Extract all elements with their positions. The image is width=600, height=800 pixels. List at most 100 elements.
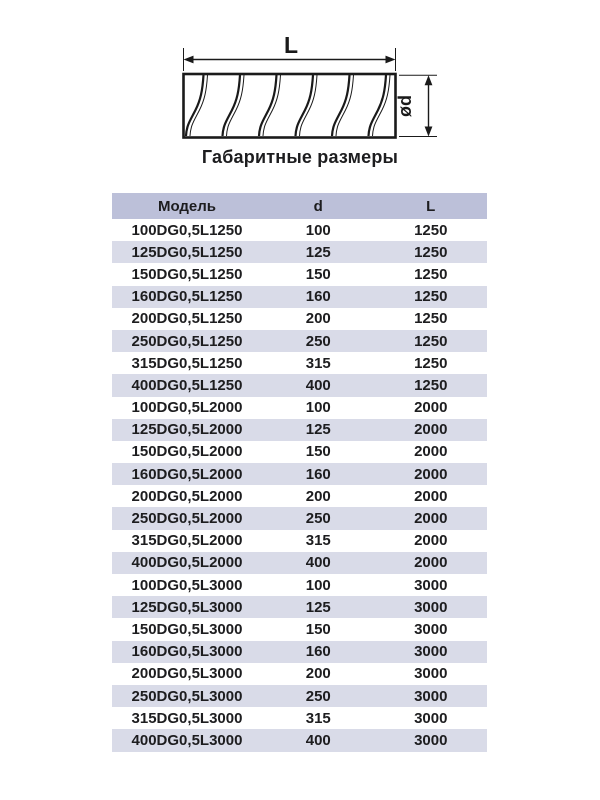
diameter-dimension-line [424, 75, 433, 137]
model-cell: 400DG0,5L1250 [112, 374, 262, 397]
d-cell: 200 [305, 665, 331, 683]
model-cell: 160DG0,5L3000 [112, 640, 262, 663]
duct-spiral-seams [184, 74, 391, 137]
table-row: 400DG0,5L3000 400 3000 [112, 729, 487, 752]
d-cell: 250 [262, 507, 375, 530]
table-row: 400DG0,5L2000 400 2000 [112, 551, 487, 574]
model-cell: 150DG0,5L3000 [131, 620, 243, 638]
arrow-down-icon [424, 126, 433, 137]
model-cell: 315DG0,5L3000 [131, 709, 243, 727]
table-header: Модель d L [112, 193, 487, 219]
table-row: 100DG0,5L3000 100 3000 [112, 574, 487, 596]
model-cell: 200DG0,5L3000 [131, 665, 243, 683]
d-cell: 160 [262, 285, 375, 308]
column-header-d: d [262, 193, 375, 219]
duct-body [182, 72, 397, 139]
length-dimension-label: L [284, 32, 298, 58]
l-cell: 1250 [374, 241, 487, 264]
l-cell: 2000 [414, 399, 448, 417]
model-cell: 160DG0,5L1250 [112, 285, 262, 308]
d-cell: 150 [305, 265, 331, 283]
model-cell: 250DG0,5L2000 [112, 507, 262, 530]
table-row: 100DG0,5L2000 100 2000 [112, 397, 487, 419]
dimensions-table: Модель d L 100DG0,5L1250 100 1250 125DG0,5L… [112, 193, 487, 752]
model-cell: 400DG0,5L2000 [112, 551, 262, 574]
arrow-left-icon [183, 55, 194, 64]
duct-drawing: L [182, 32, 437, 139]
l-cell: 1250 [414, 265, 448, 283]
l-cell: 3000 [414, 665, 448, 683]
l-cell: 1250 [414, 221, 448, 239]
l-cell: 1250 [374, 329, 487, 353]
table-row: 200DG0,5L1250 200 1250 [112, 308, 487, 330]
l-cell: 2000 [374, 507, 487, 530]
d-cell: 125 [262, 241, 375, 264]
model-cell: 125DG0,5L3000 [112, 596, 262, 619]
diameter-dimension-label: ød [395, 95, 415, 117]
model-cell: 315DG0,5L1250 [131, 354, 243, 372]
l-cell: 1250 [374, 285, 487, 308]
d-cell: 100 [305, 221, 331, 239]
table-row: 100DG0,5L1250 100 1250 [112, 219, 487, 241]
table-row: 150DG0,5L2000 150 2000 [112, 441, 487, 463]
table-row: 125DG0,5L3000 125 3000 [112, 596, 487, 619]
table-row: 315DG0,5L2000 315 2000 [112, 530, 487, 552]
model-cell: 100DG0,5L1250 [131, 221, 243, 239]
table-row: 150DG0,5L3000 150 3000 [112, 618, 487, 640]
d-cell: 250 [262, 329, 375, 353]
arrow-right-icon [385, 55, 396, 64]
d-cell: 400 [262, 374, 375, 397]
table-row: 250DG0,5L3000 250 3000 [112, 684, 487, 708]
l-cell: 2000 [374, 551, 487, 574]
table-body: 100DG0,5L1250 100 1250 125DG0,5L1250 125 1250… [112, 219, 487, 752]
l-cell: 3000 [374, 640, 487, 663]
table-row: 315DG0,5L3000 315 3000 [112, 707, 487, 729]
d-cell: 150 [305, 620, 331, 638]
table-row: 250DG0,5L1250 250 1250 [112, 329, 487, 353]
l-cell: 3000 [414, 620, 448, 638]
length-dimension-line [183, 55, 396, 64]
d-cell: 160 [262, 463, 375, 486]
d-cell: 150 [305, 443, 331, 461]
l-cell: 3000 [374, 684, 487, 708]
model-cell: 150DG0,5L1250 [131, 265, 243, 283]
d-cell: 125 [262, 596, 375, 619]
section-title: Габаритные размеры [201, 147, 399, 167]
l-cell: 3000 [414, 709, 448, 727]
d-cell: 200 [305, 310, 331, 328]
table-row: 125DG0,5L2000 125 2000 [112, 418, 487, 441]
l-cell: 2000 [374, 418, 487, 441]
model-cell: 150DG0,5L2000 [131, 443, 243, 461]
table-row: 315DG0,5L1250 315 1250 [112, 352, 487, 374]
column-header-model: Модель [112, 193, 262, 219]
l-cell: 3000 [374, 596, 487, 619]
table-row: 125DG0,5L1250 125 1250 [112, 241, 487, 264]
model-cell: 200DG0,5L1250 [131, 310, 243, 328]
d-cell: 250 [262, 684, 375, 708]
model-cell: 100DG0,5L2000 [131, 399, 243, 417]
d-cell: 200 [305, 487, 331, 505]
table-row: 200DG0,5L3000 200 3000 [112, 663, 487, 685]
model-cell: 160DG0,5L2000 [112, 463, 262, 486]
d-cell: 315 [305, 354, 331, 372]
model-cell: 400DG0,5L3000 [112, 729, 262, 752]
l-cell: 3000 [374, 729, 487, 752]
l-cell: 1250 [414, 354, 448, 372]
model-cell: 125DG0,5L1250 [112, 241, 262, 264]
l-cell: 2000 [414, 487, 448, 505]
l-cell: 3000 [414, 576, 448, 594]
d-cell: 160 [262, 640, 375, 663]
d-cell: 100 [305, 399, 331, 417]
d-cell: 400 [262, 729, 375, 752]
model-cell: 100DG0,5L3000 [131, 576, 243, 594]
model-cell: 125DG0,5L2000 [112, 418, 262, 441]
l-cell: 2000 [374, 463, 487, 486]
model-cell: 250DG0,5L1250 [112, 329, 262, 353]
model-cell: 250DG0,5L3000 [112, 684, 262, 708]
table-row: 160DG0,5L1250 160 1250 [112, 285, 487, 308]
table-row: 400DG0,5L1250 400 1250 [112, 374, 487, 397]
table-row: 160DG0,5L2000 160 2000 [112, 463, 487, 486]
model-cell: 315DG0,5L2000 [131, 532, 243, 550]
table-row: 200DG0,5L2000 200 2000 [112, 485, 487, 507]
d-cell: 100 [305, 576, 331, 594]
